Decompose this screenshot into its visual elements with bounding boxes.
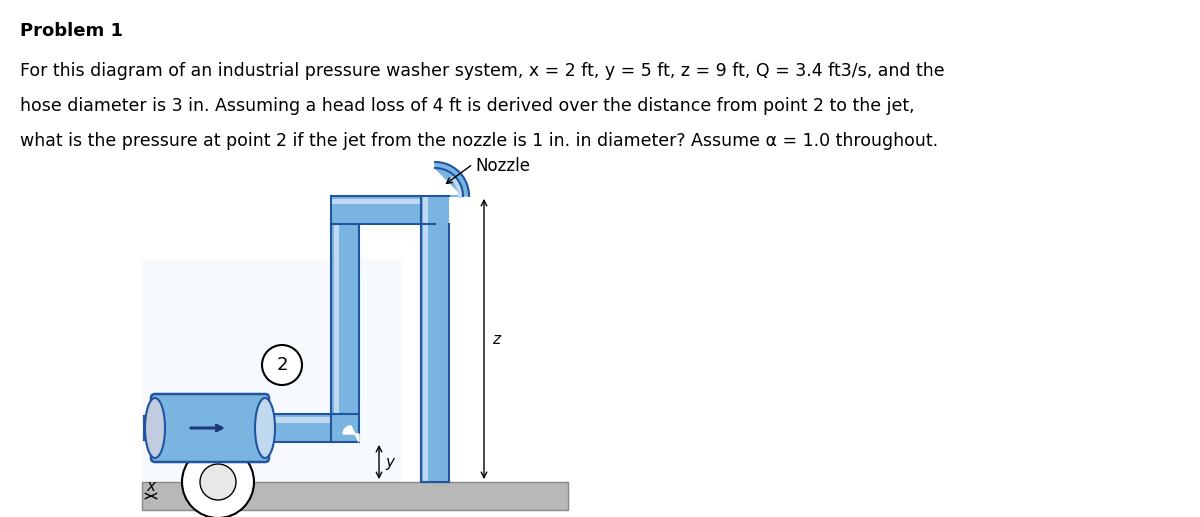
Text: z: z [492, 331, 500, 346]
Ellipse shape [145, 398, 166, 458]
Polygon shape [436, 162, 469, 196]
Circle shape [182, 446, 254, 517]
Circle shape [200, 464, 236, 500]
Ellipse shape [256, 398, 275, 458]
Text: Problem 1: Problem 1 [20, 22, 124, 40]
Text: For this diagram of an industrial pressure washer system, x = 2 ft, y = 5 ft, z : For this diagram of an industrial pressu… [20, 62, 944, 80]
Text: hose diameter is 3 in. Assuming a head loss of 4 ft is derived over the distance: hose diameter is 3 in. Assuming a head l… [20, 97, 914, 115]
Bar [331, 414, 359, 442]
Bar [144, 416, 158, 440]
Bar [263, 417, 359, 423]
Bar [142, 482, 568, 510]
Bar [424, 196, 428, 482]
Bar [142, 260, 402, 482]
Text: y: y [385, 454, 394, 469]
Bar [331, 199, 449, 204]
Text: Nozzle: Nozzle [475, 157, 530, 175]
Text: x: x [146, 479, 156, 494]
Bar [144, 419, 158, 425]
Circle shape [262, 345, 302, 385]
Polygon shape [436, 168, 463, 196]
Text: 2: 2 [276, 356, 288, 374]
Polygon shape [343, 426, 359, 442]
Bar [331, 196, 449, 224]
FancyBboxPatch shape [151, 394, 269, 462]
Text: what is the pressure at point 2 if the jet from the nozzle is 1 in. in diameter?: what is the pressure at point 2 if the j… [20, 132, 938, 150]
Bar [334, 210, 340, 414]
Bar [421, 196, 449, 482]
Bar [263, 414, 359, 442]
Bar [331, 210, 359, 414]
